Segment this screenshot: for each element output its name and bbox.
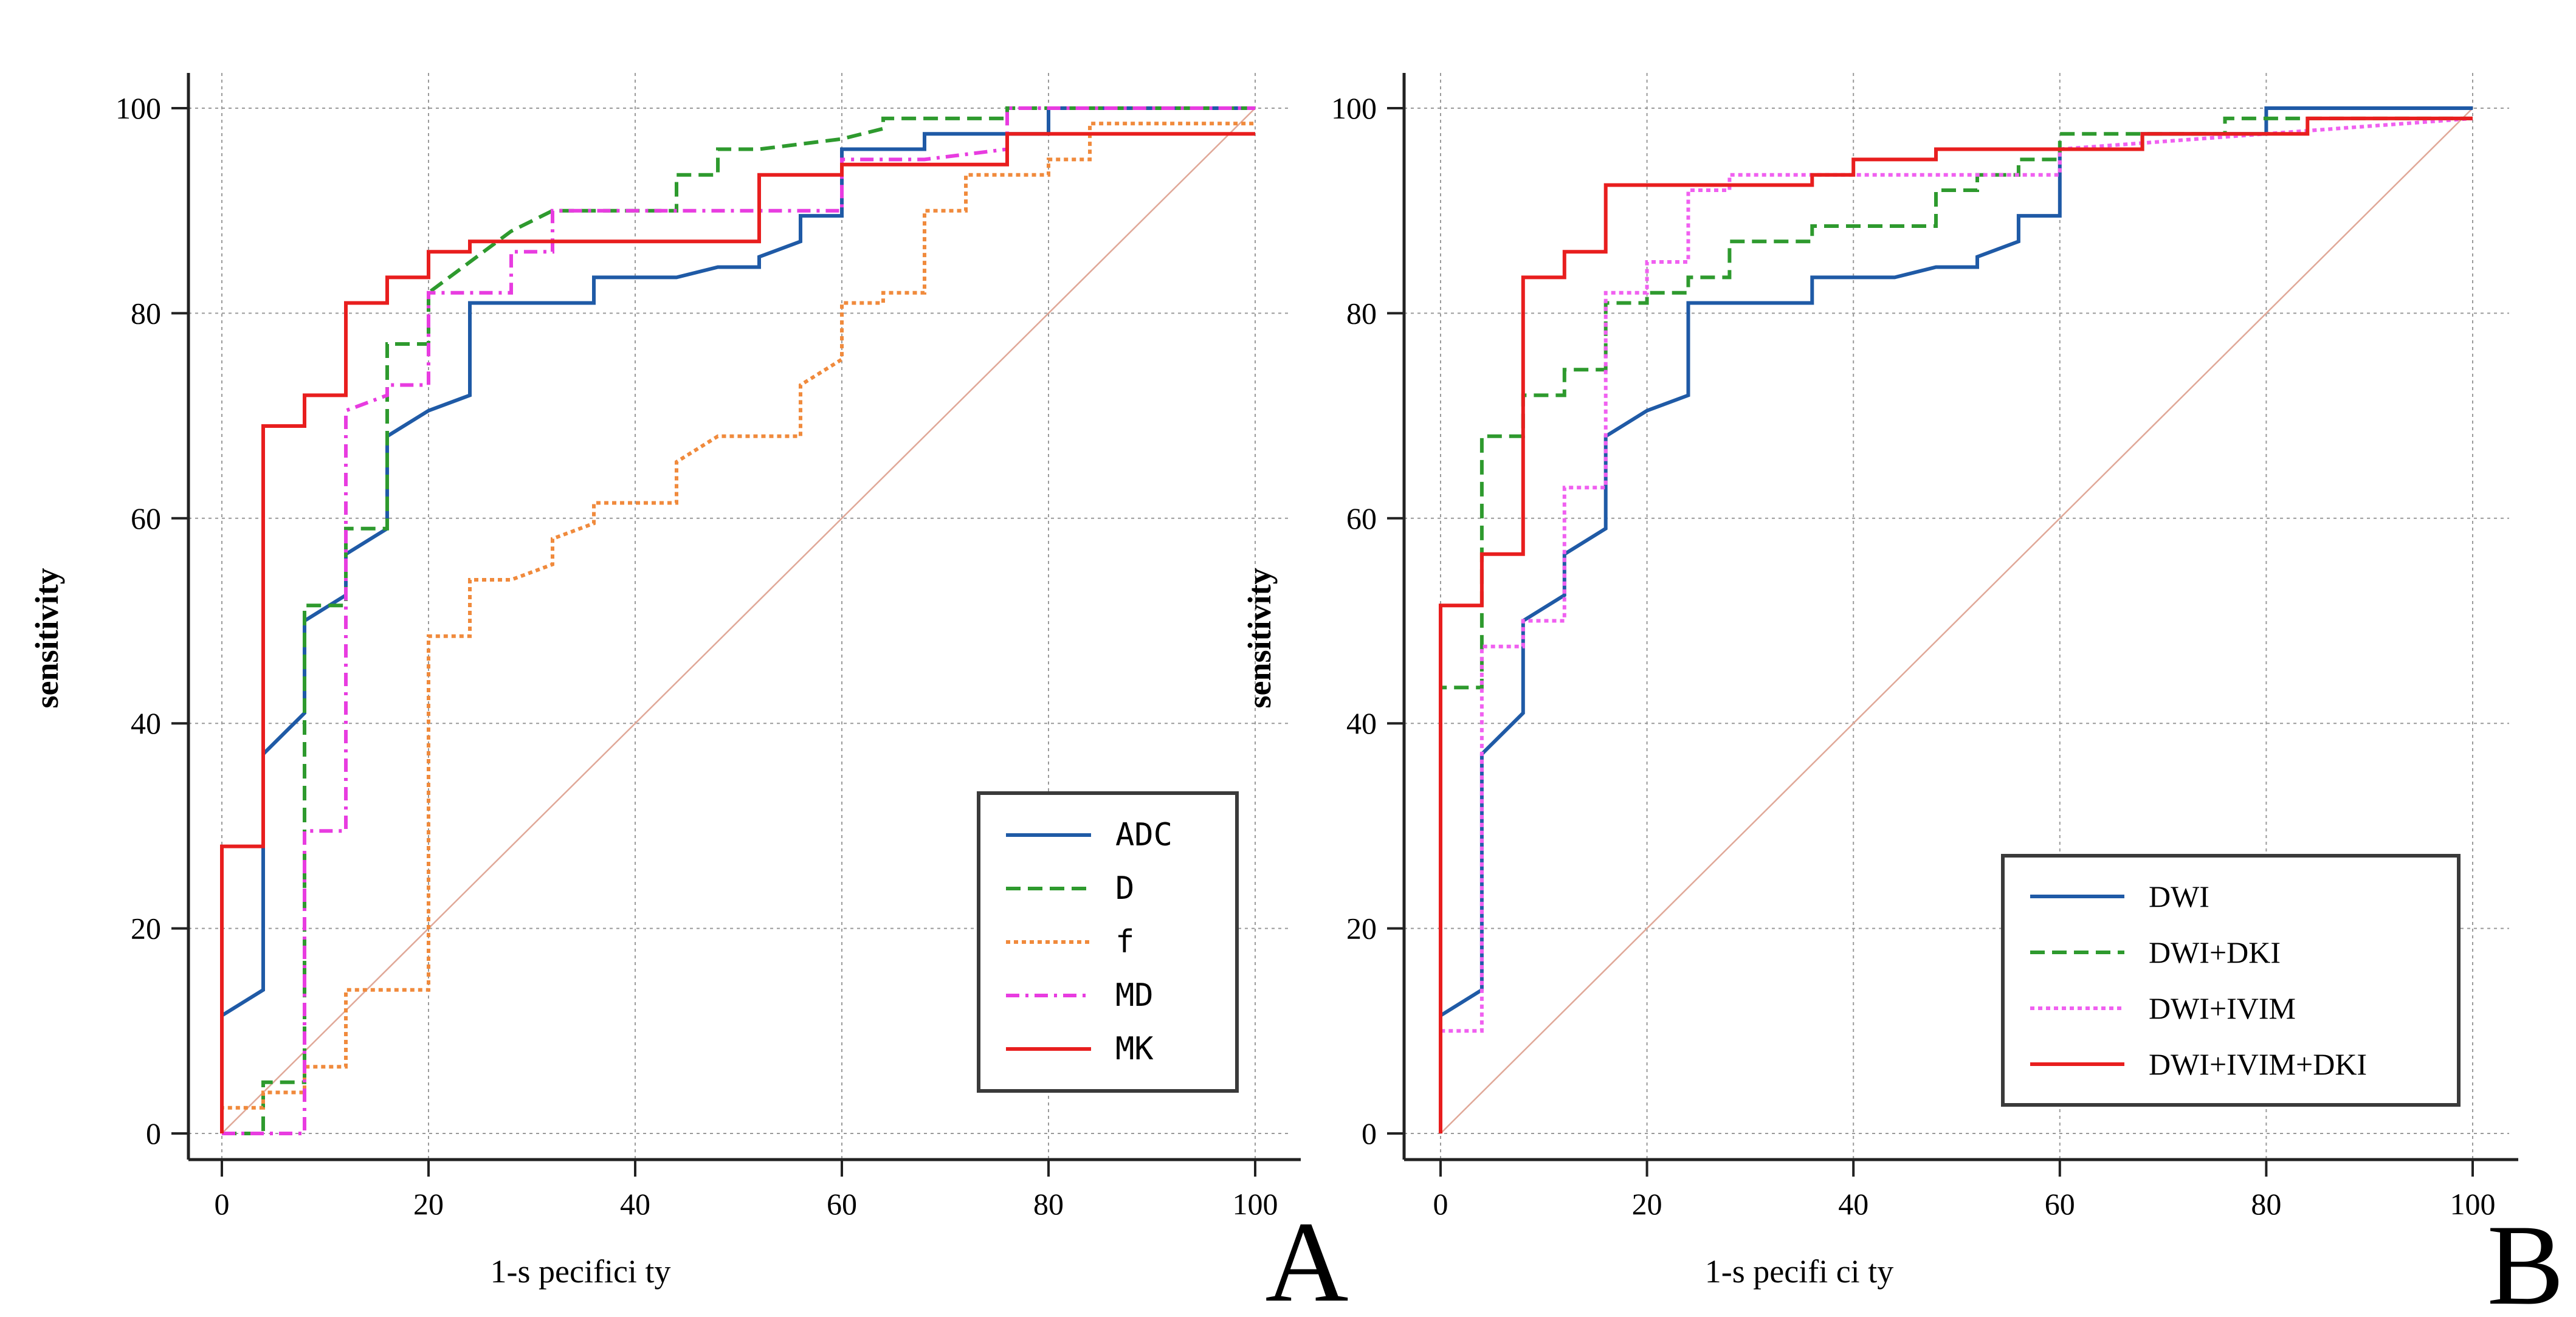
panel-b-y-axis-label: sensitivity: [1241, 568, 1278, 708]
panel-a-x-axis-label: 1-s pecifici ty: [491, 1253, 671, 1290]
panel-b-x-axis-label: 1-s pecifi ci ty: [1705, 1253, 1893, 1290]
legend-entry-label: ADC: [1115, 817, 1173, 853]
x-tick-label: 40: [1838, 1187, 1868, 1221]
x-tick-label: 0: [215, 1187, 230, 1221]
legend-entry-label: f: [1115, 924, 1134, 960]
series-line-mk: [220, 132, 1255, 1133]
x-tick-label: 100: [2450, 1187, 2496, 1221]
legend-entry-label: DWI: [2149, 879, 2209, 913]
series-line-d: [222, 106, 1255, 1135]
legend-entry-label: DWI+IVIM+DKI: [2149, 1047, 2367, 1081]
series-line-dwi-ivim: [1439, 116, 2473, 1133]
panel-b-label: B: [2487, 1202, 2564, 1317]
series-line-f: [220, 122, 1255, 1133]
x-tick-label: 80: [2251, 1187, 2281, 1221]
x-tick-label: 100: [1233, 1187, 1278, 1221]
panel-b-reference-line: [1440, 108, 2473, 1134]
y-tick-label: 100: [1331, 91, 1377, 125]
legend-entry-label: MK: [1115, 1031, 1154, 1067]
y-tick-label: 40: [1346, 706, 1377, 740]
legend-entry-label: DWI+DKI: [2149, 935, 2281, 969]
series-line-dwi-dki: [1439, 116, 2473, 1133]
x-tick-label: 60: [2045, 1187, 2075, 1221]
panel-a-tick-labels: 0 20 40 60 80 100 0 20 40 60 80 100: [115, 91, 1278, 1221]
panel-a-y-axis-label: sensitivity: [29, 568, 65, 708]
series-line-md: [222, 106, 1255, 1135]
panel-b-legend: DWI DWI+DKI DWI+IVIM DWI+IVIM+DKI: [2001, 854, 2461, 1107]
panel-a-legend: ADC Df MD MK: [977, 791, 1239, 1093]
x-tick-label: 80: [1033, 1187, 1064, 1221]
legend-entry-label: D: [1115, 870, 1134, 907]
panel-a: 0 20 40 60 80 100 0 20 40 60 80 100 1-s pecifici ty…: [29, 73, 1349, 1317]
panel-a-plot-area: [220, 106, 1256, 1135]
panel-a-reference-line: [221, 108, 1256, 1134]
y-tick-label: 20: [1346, 912, 1377, 946]
panel-b-plot-area: [1439, 106, 2473, 1134]
panel-b-tick-labels: 0 20 40 60 80 100 0 20 40 60 80 100: [1331, 91, 2496, 1221]
y-tick-label: 80: [131, 296, 161, 330]
panel-b-axes: [1387, 73, 2518, 1177]
y-tick-label: 60: [131, 501, 161, 535]
y-tick-label: 80: [1346, 296, 1377, 330]
x-tick-label: 0: [1433, 1187, 1448, 1221]
y-tick-label: 60: [1346, 501, 1377, 535]
y-tick-label: 40: [131, 706, 161, 740]
x-tick-label: 20: [413, 1187, 444, 1221]
x-tick-label: 40: [620, 1187, 650, 1221]
panel-b: 0 20 40 60 80 100 0 20 40 60 80 100 1-s pecifi ci t…: [1241, 73, 2564, 1317]
y-tick-label: 0: [146, 1116, 161, 1150]
x-tick-label: 60: [827, 1187, 857, 1221]
y-tick-label: 100: [115, 91, 161, 125]
legend-entry-label: MD: [1115, 977, 1154, 1014]
y-tick-label: 20: [131, 912, 161, 946]
panel-a-label: A: [1265, 1198, 1348, 1317]
x-tick-label: 20: [1632, 1187, 1662, 1221]
panel-a-axes: [171, 73, 1301, 1177]
y-tick-label: 0: [1362, 1116, 1377, 1150]
series-line-dwi-ivim-dki: [1439, 116, 2473, 1133]
legend-entry-label: DWI+IVIM: [2149, 991, 2296, 1025]
panel-a-legend-box: [977, 791, 1239, 1093]
